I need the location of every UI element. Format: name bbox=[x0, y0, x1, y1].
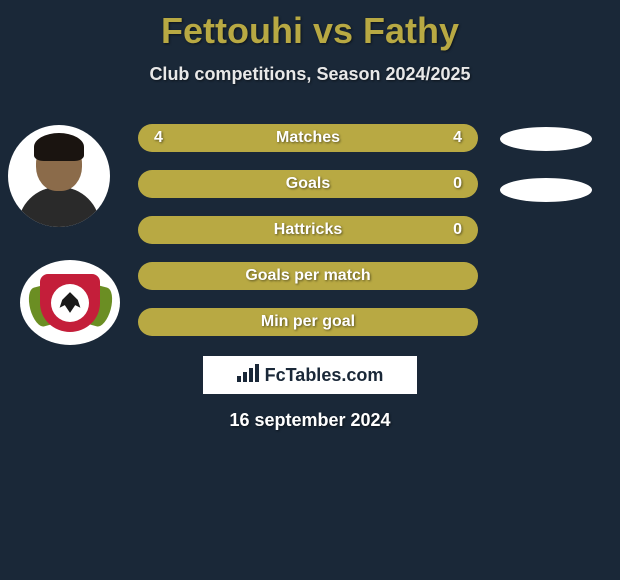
stat-row-goals: Goals 0 bbox=[138, 170, 478, 198]
stat-right-value: 4 bbox=[453, 129, 462, 147]
fctables-logo: FcTables.com bbox=[202, 355, 418, 395]
date-text: 16 september 2024 bbox=[229, 410, 390, 431]
stat-row-matches: 4 Matches 4 bbox=[138, 124, 478, 152]
player-avatar-left bbox=[8, 125, 110, 227]
logo-text: FcTables.com bbox=[265, 365, 384, 386]
stat-label: Hattricks bbox=[274, 221, 342, 239]
stat-right-value: 0 bbox=[453, 221, 462, 239]
stat-right-value: 0 bbox=[453, 175, 462, 193]
stat-row-goals-per-match: Goals per match bbox=[138, 262, 478, 290]
stat-row-hattricks: Hattricks 0 bbox=[138, 216, 478, 244]
club-badge-inner bbox=[28, 267, 113, 339]
page-title: Fettouhi vs Fathy bbox=[0, 0, 620, 52]
stat-label: Goals bbox=[286, 175, 330, 193]
stat-label: Goals per match bbox=[245, 267, 370, 285]
avatar-hair bbox=[34, 133, 84, 161]
ellipse-indicator-2 bbox=[500, 178, 592, 202]
stat-left-value: 4 bbox=[154, 129, 163, 147]
ellipse-indicator-1 bbox=[500, 127, 592, 151]
chart-icon bbox=[237, 364, 259, 387]
stat-label: Matches bbox=[276, 129, 340, 147]
avatar-body bbox=[18, 187, 100, 227]
subtitle: Club competitions, Season 2024/2025 bbox=[0, 64, 620, 85]
club-badge bbox=[20, 260, 120, 345]
stat-rows: 4 Matches 4 Goals 0 Hattricks 0 Goals pe… bbox=[138, 124, 478, 354]
stat-label: Min per goal bbox=[261, 313, 355, 331]
stat-row-min-per-goal: Min per goal bbox=[138, 308, 478, 336]
